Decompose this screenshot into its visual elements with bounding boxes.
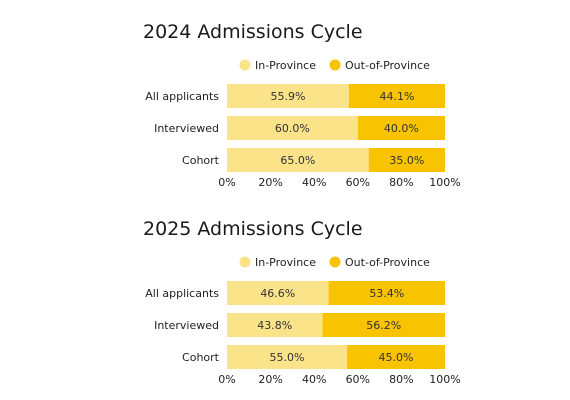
x-tick-label: 0% xyxy=(218,373,235,386)
data-label: 60.0% xyxy=(275,122,310,135)
x-tick-label: 80% xyxy=(389,373,413,386)
category-label: Cohort xyxy=(182,154,220,167)
data-label: 44.1% xyxy=(379,90,414,103)
x-tick-label: 60% xyxy=(346,176,370,189)
bar-segment xyxy=(227,313,323,337)
legend-swatch xyxy=(239,59,251,71)
bar-segment xyxy=(328,281,445,305)
data-label: 55.0% xyxy=(269,351,304,364)
x-tick-label: 80% xyxy=(389,176,413,189)
data-label: 45.0% xyxy=(378,351,413,364)
x-tick-label: 0% xyxy=(218,176,235,189)
bar-segment xyxy=(322,313,445,337)
category-label: All applicants xyxy=(145,287,219,300)
data-label: 46.6% xyxy=(260,287,295,300)
x-tick-label: 100% xyxy=(429,176,460,189)
bar-segment xyxy=(346,345,445,369)
data-label: 55.9% xyxy=(270,90,305,103)
data-label: 56.2% xyxy=(366,319,401,332)
legend-label: In-Province xyxy=(255,59,316,72)
x-tick-label: 20% xyxy=(258,373,282,386)
data-label: 53.4% xyxy=(369,287,404,300)
chart-2: 2025 Admissions Cycle In-Province Out-of-P… xyxy=(143,218,461,386)
data-label: 40.0% xyxy=(384,122,419,135)
data-label: 35.0% xyxy=(389,154,424,167)
category-label: Cohort xyxy=(182,351,220,364)
data-label: 43.8% xyxy=(257,319,292,332)
bar-segment xyxy=(227,116,358,140)
legend-label: In-Province xyxy=(255,256,316,269)
x-tick-label: 40% xyxy=(302,373,326,386)
bar-segment xyxy=(227,148,369,172)
bar-segment xyxy=(227,281,329,305)
bar-segment xyxy=(368,148,445,172)
category-label: All applicants xyxy=(145,90,219,103)
bar-segment xyxy=(227,345,347,369)
x-tick-label: 40% xyxy=(302,176,326,189)
bar-segment xyxy=(227,84,349,108)
x-tick-label: 100% xyxy=(429,373,460,386)
legend-label: Out-of-Province xyxy=(345,256,430,269)
legend-swatch xyxy=(329,59,341,71)
chart-title: 2024 Admissions Cycle xyxy=(143,21,363,43)
chart-title: 2025 Admissions Cycle xyxy=(143,218,363,240)
chart-1: 2024 Admissions Cycle In-Province Out-of-P… xyxy=(143,21,461,189)
category-label: Interviewed xyxy=(154,319,219,332)
legend-swatch xyxy=(329,256,341,268)
x-tick-label: 20% xyxy=(258,176,282,189)
bar-segment xyxy=(348,84,445,108)
category-label: Interviewed xyxy=(154,122,219,135)
legend-swatch xyxy=(239,256,251,268)
x-tick-label: 60% xyxy=(346,373,370,386)
bar-segment xyxy=(357,116,445,140)
legend-label: Out-of-Province xyxy=(345,59,430,72)
data-label: 65.0% xyxy=(280,154,315,167)
